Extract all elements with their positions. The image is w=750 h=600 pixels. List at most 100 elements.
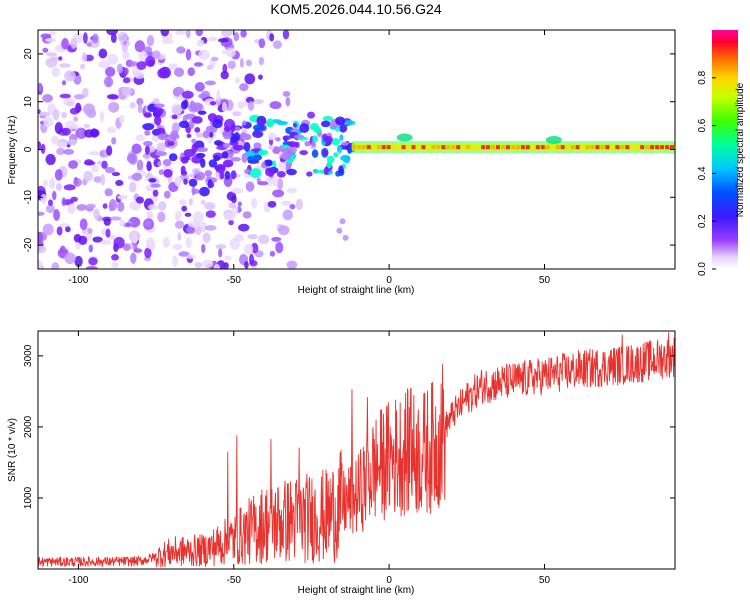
- spectrogram-noise-blob: [122, 77, 131, 84]
- spectrogram-noise-blob: [206, 64, 214, 70]
- spectrogram-noise-blob: [271, 174, 279, 187]
- spectrogram-noise-blob: [282, 209, 293, 221]
- spectrogram-transition-blob: [167, 141, 175, 146]
- spectrogram-noise-blob: [51, 67, 61, 77]
- spectrogram-transition-blob: [295, 141, 300, 148]
- spectrogram-transition-blob: [209, 181, 215, 188]
- spectrogram-noise-blob: [244, 261, 249, 269]
- snr-x-tick-label: 50: [539, 575, 551, 586]
- spectrogram-band-core: [625, 145, 630, 150]
- spectrogram-noise-blob: [174, 220, 185, 229]
- spectrogram-noise-blob: [110, 33, 117, 44]
- spectrogram-transition-blob: [204, 170, 213, 177]
- spectrogram-noise-blob: [175, 30, 186, 35]
- spectrogram-noise-blob: [271, 236, 282, 242]
- spectrogram-noise-blob: [269, 101, 282, 110]
- spectrogram-band-core: [560, 145, 565, 150]
- spectrogram-noise-blob: [144, 247, 152, 259]
- spectrogram-noise-blob: [59, 93, 71, 99]
- spectrogram-noise-blob: [86, 42, 92, 47]
- spectrogram-transition-blob: [282, 147, 294, 157]
- spectrogram-y-tick-label: -20: [23, 237, 34, 252]
- spectrogram-noise-blob: [222, 63, 228, 74]
- spectrogram-noise-blob: [258, 234, 270, 244]
- spectrogram-noise-blob: [56, 147, 65, 156]
- spectrogram-band-core: [361, 145, 366, 150]
- spectrogram-noise-blob: [99, 110, 105, 123]
- snr-y-tick-label: 1000: [23, 486, 34, 509]
- spectrogram-transition-blob: [242, 120, 247, 126]
- spectrogram-noise-blob: [97, 160, 102, 165]
- spectrogram-noise-blob: [131, 172, 143, 181]
- spectrogram-noise-blob: [220, 70, 229, 80]
- spectrogram-transition-blob: [152, 189, 159, 197]
- spectrogram-transition-blob: [347, 146, 352, 154]
- spectrogram-noise-blob: [307, 111, 315, 119]
- spectrogram-noise-blob: [38, 211, 45, 216]
- spectrogram-transition-blob: [249, 168, 262, 179]
- spectrogram-noise-blob: [204, 225, 217, 231]
- spectrogram-noise-blob: [39, 111, 51, 117]
- colorbar-tick-label: 0.6: [697, 118, 708, 132]
- spectrogram-band-core: [530, 145, 535, 150]
- spectrogram-noise-blob: [100, 239, 112, 245]
- spectrogram-noise-blob: [91, 164, 99, 173]
- spectrogram-noise-blob: [45, 57, 58, 68]
- spectrogram-noise-blob: [61, 80, 67, 86]
- spectrogram-noise-blob: [38, 82, 43, 92]
- spectrogram-noise-blob: [158, 201, 167, 211]
- spectrogram-noise-blob: [221, 30, 233, 37]
- spectrogram-noise-blob: [119, 114, 125, 125]
- spectrogram-transition-blob: [144, 145, 150, 155]
- spectrogram-band-core: [391, 145, 396, 150]
- spectrogram-noise-blob: [106, 75, 112, 88]
- spectrogram-noise-blob: [202, 259, 214, 268]
- spectrogram-y-tick-label: 0: [23, 146, 34, 152]
- spectrogram-noise-blob: [195, 132, 205, 138]
- spectrogram-noise-blob: [187, 67, 195, 77]
- spectrogram-noise-blob: [231, 187, 244, 194]
- spectrogram-transition-blob: [264, 159, 273, 167]
- spectrogram-noise-blob: [278, 225, 290, 236]
- spectrogram-noise-blob: [196, 39, 205, 47]
- spectrogram-noise-blob: [178, 251, 190, 257]
- spectrogram-transition-blob: [339, 134, 344, 141]
- spectrogram-noise-blob: [233, 32, 240, 42]
- spectrogram-band-core: [356, 145, 361, 150]
- spectrogram-image: [38, 30, 675, 269]
- spectrogram-noise-blob: [117, 31, 128, 43]
- spectrogram-noise-blob: [109, 216, 122, 221]
- spectrogram-transition-blob: [335, 116, 346, 126]
- snr-x-tick-label: -50: [227, 575, 242, 586]
- spectrogram-isolated-blob: [336, 227, 343, 234]
- spectrogram-noise-blob: [40, 143, 46, 154]
- spectrogram-noise-blob: [48, 177, 56, 190]
- spectrogram-transition-blob: [158, 169, 164, 176]
- spectrogram-band-core: [595, 145, 600, 150]
- spectrogram-noise-blob: [67, 203, 76, 215]
- spectrogram-band-core: [466, 145, 471, 150]
- spectrogram-noise-blob: [130, 232, 139, 244]
- spectrogram-noise-blob: [64, 252, 76, 265]
- spectrogram-noise-blob: [93, 176, 103, 183]
- spectrogram-noise-blob: [74, 255, 83, 268]
- snr-x-ticks: -100 -50 0 50: [68, 331, 550, 586]
- spectrogram-transition-blob: [232, 144, 245, 151]
- spectrogram-transition-blob: [258, 149, 269, 156]
- snr-series-line: [38, 332, 675, 568]
- spectrogram-transition-blob: [312, 168, 319, 174]
- spectrogram-noise-blob: [38, 141, 42, 151]
- spectrogram-transition-blob: [194, 127, 201, 133]
- spectrogram-noise-blob: [100, 174, 106, 186]
- spectrogram-noise-blob: [105, 66, 116, 77]
- spectrogram-x-tick-label: 0: [386, 275, 392, 286]
- spectrogram-transition-blob: [178, 120, 190, 129]
- spectrogram-noise-blob: [134, 40, 146, 53]
- snr-y-ticks: 1000 2000 3000: [23, 344, 675, 509]
- spectrogram-y-tick-label: -10: [23, 190, 34, 205]
- spectrogram-noise-blob: [210, 56, 219, 62]
- colorbar-label: Normalized spectral amplitude: [735, 82, 746, 217]
- spectrogram-noise-blob: [38, 245, 47, 254]
- spectrogram-noise-blob: [52, 108, 60, 121]
